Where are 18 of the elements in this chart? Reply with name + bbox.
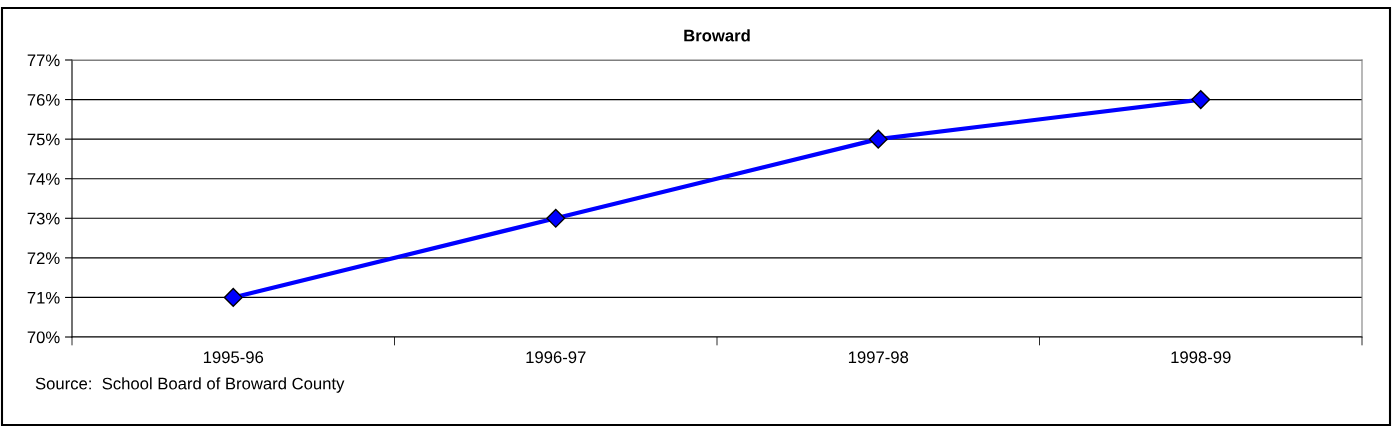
y-tick-label: 74% [27,173,60,185]
x-tick-label: 1997-98 [848,351,909,364]
y-tick-label: 70% [27,331,60,344]
y-tick-label: 71% [27,291,60,304]
point [1191,90,1211,110]
point [868,129,888,149]
x-tick-label: 1995-96 [203,351,264,364]
point [546,208,566,228]
point [223,287,243,307]
x-tick-label: 1996-97 [526,351,586,364]
source-note: Source: School Board of Broward County [35,377,345,393]
y-tick-label: 77% [27,54,60,67]
y-tick-label: 76% [27,93,60,106]
x-tick-label: 1998-99 [1171,351,1231,364]
y-tick-label: 73% [27,212,60,225]
y-tick-label: 75% [27,133,60,146]
chart-title: Broward [684,29,750,42]
y-tick-label: 72% [27,252,60,264]
